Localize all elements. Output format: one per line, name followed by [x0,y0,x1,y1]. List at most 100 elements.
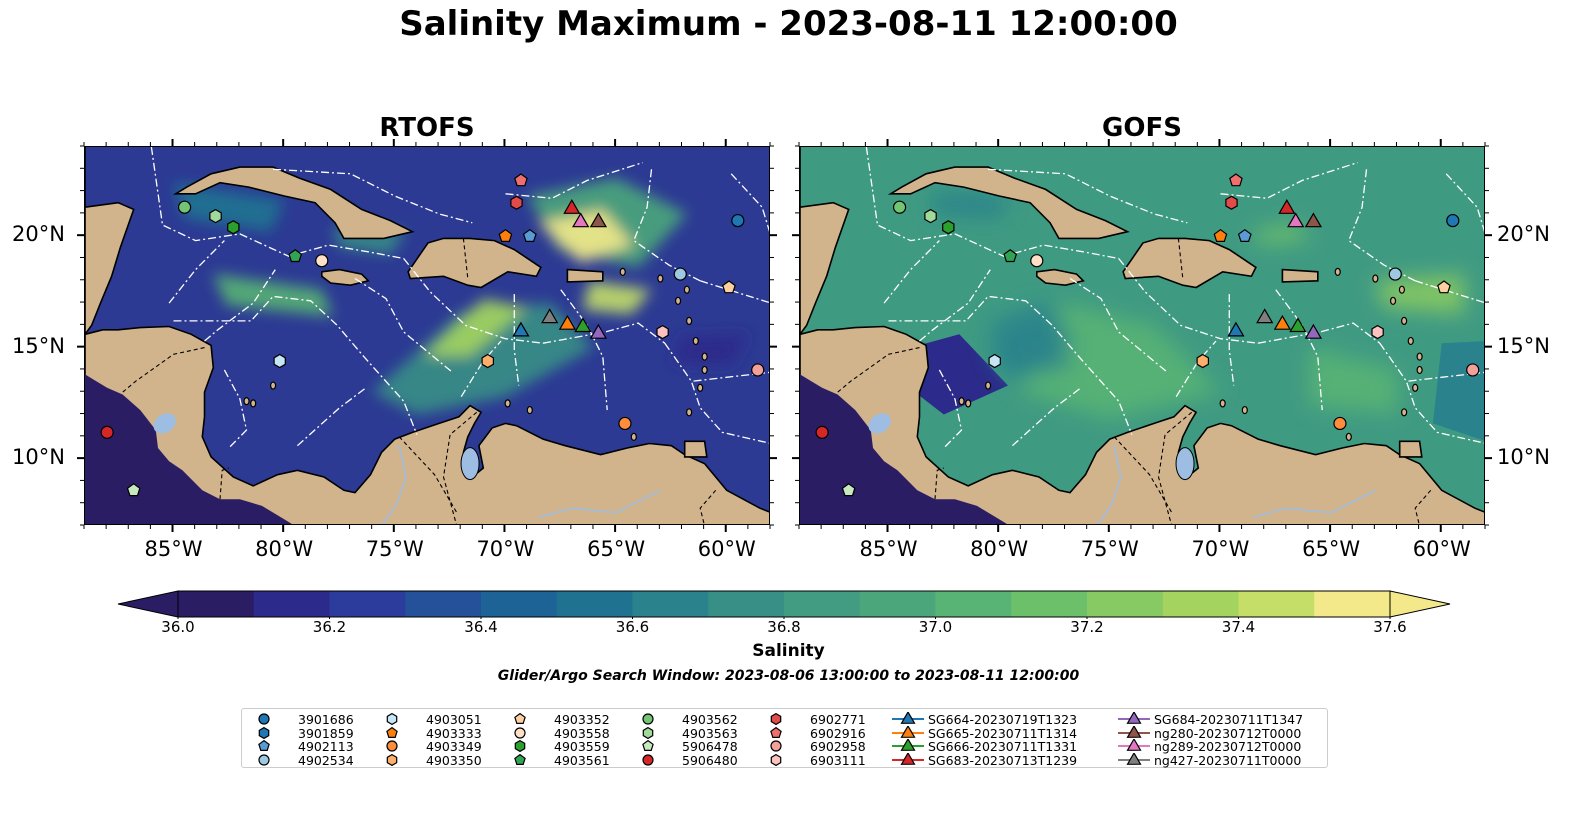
legend-item: SG683-20230713T1239 [890,752,1100,768]
y-tick-label: 10°N [12,445,65,470]
legend-marker-icon [770,712,782,726]
marker-4903561 [288,249,303,263]
x-tick-label: 60°W [1412,537,1471,561]
legend-item: 5906480 [638,752,848,768]
glider-marker-SG664-20230719T1323 [512,321,530,337]
x-tick-label: 60°W [697,537,756,561]
legend-marker-icon [514,753,526,765]
marker-6902771 [1225,195,1238,210]
marker-4902113 [1237,228,1252,243]
tick-marks [77,139,1492,532]
legend-label: 4903559 [554,739,610,754]
legend-item: 5906478 [638,739,848,754]
legend-item: 6903111 [766,753,976,768]
legend-marker-icon [642,739,654,751]
legend-marker-icon [514,712,526,724]
legend-label: 5906478 [682,739,738,754]
y-tick-label: 10°N [1497,445,1550,470]
glider-marker-SG665-20230711T1314 [1273,314,1292,330]
panel-title-gofs: GOFS [1102,113,1182,143]
marker-5906478 [841,483,856,497]
legend-item: SG684-20230711T1347 [1116,712,1326,727]
y-tick-label: 20°N [1497,222,1550,247]
legend-marker-icon [770,726,782,738]
legend-label: 4903349 [426,739,482,754]
legend-label: 4903561 [554,752,610,768]
marker-4903349 [618,416,632,431]
marker-4903333 [498,228,513,243]
legend-marker-icon [258,739,270,751]
y-tick-label: 15°N [1497,333,1550,358]
legend-label: 5906480 [682,752,738,768]
glider-marker-ng427-20230711T0000 [1256,308,1274,324]
marker-5906480 [100,425,114,439]
legend-label: 3901686 [298,712,354,727]
glider-marker-SG666-20230711T1331 [1289,317,1307,333]
y-tick-label: 20°N [12,222,65,247]
glider-marker-SG684-20230711T1347 [589,323,608,339]
colorbar-tick-label: 37.2 [1070,618,1104,636]
marker-6903111 [1371,324,1384,340]
legend-marker-icon [770,740,782,752]
legend-glider-icon [900,739,916,751]
legend-label: ng289-20230712T0000 [1154,739,1302,754]
legend-marker-icon [642,713,654,725]
legend-marker-icon [386,740,398,752]
colorbar [117,590,1451,619]
legend-item: 3901859 [254,725,464,741]
legend-label: 3901859 [298,725,354,741]
marker-6902771 [510,195,523,210]
legend-label: 6902958 [810,739,866,754]
legend-item: 4903562 [638,712,848,727]
colorbar-tick-label: 37.4 [1221,618,1256,636]
legend-label: 4902534 [298,752,354,768]
glider-marker-ng280-20230712T0000 [1304,212,1323,228]
glider-marker-SG666-20230711T1331 [574,317,592,333]
legend-item: SG665-20230711T1314 [890,725,1100,741]
marker-4903350 [1196,353,1209,369]
x-tick-label: 75°W [1080,537,1139,561]
colorbar-tick-label: 37.0 [918,618,953,636]
colorbar-tick-label: 36.6 [615,618,650,636]
marker-6902916 [514,173,528,187]
legend-marker-icon [258,726,270,739]
marker-5906478 [126,483,141,497]
y-tick-label: 15°N [12,333,65,358]
colorbar-tick-label: 36.8 [767,618,801,636]
glider-marker-SG665-20230711T1314 [558,314,577,330]
legend-item: SG664-20230719T1323 [890,712,1100,727]
glider-marker-SG683-20230713T1239 [563,198,581,214]
glider-marker-ng280-20230712T0000 [589,212,608,228]
legend-item: SG666-20230711T1331 [890,739,1100,754]
colorbar-tick-label: 36.0 [161,618,195,636]
legend-item: 4903561 [510,752,720,768]
marker-4902534 [1388,267,1402,281]
glider-marker-SG683-20230713T1239 [1278,198,1296,214]
rtofs-map-canvas [85,147,769,524]
legend-item: 6902958 [766,739,976,754]
marker-3901686 [731,213,745,228]
legend-marker-icon [770,753,782,766]
marker-6902958 [751,363,765,377]
legend-item: 6902916 [766,726,976,741]
legend-marker-icon [258,713,270,725]
marker-4903558 [315,254,329,268]
marker-4902534 [673,267,687,281]
legend-item: 4902534 [254,752,464,768]
marker-4903562 [892,200,907,214]
legend-glider-icon [1126,725,1142,738]
legend-label: 4903563 [682,725,738,741]
legend-label: SG684-20230711T1347 [1154,712,1304,727]
x-tick-label: 70°W [476,537,535,561]
marker-5906480 [815,425,829,439]
marker-4903559 [227,220,240,235]
panel-title-rtofs: RTOFS [379,113,475,143]
legend-label: ng280-20230712T0000 [1154,725,1302,741]
rtofs-map [84,146,770,525]
glider-marker-ng427-20230711T0000 [541,308,559,324]
marker-6902916 [1229,173,1243,187]
legend-label: SG666-20230711T1331 [928,739,1078,754]
gofs-map [799,146,1485,525]
legend-glider-icon [900,752,916,765]
